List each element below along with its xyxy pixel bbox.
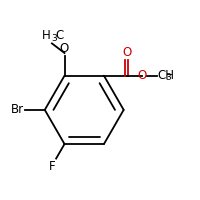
Text: O: O xyxy=(60,42,69,55)
Text: Br: Br xyxy=(11,103,24,116)
Text: O: O xyxy=(138,69,147,82)
Text: 3: 3 xyxy=(52,34,57,43)
Text: H: H xyxy=(42,29,51,42)
Text: F: F xyxy=(49,160,55,173)
Text: C: C xyxy=(55,29,64,42)
Text: CH: CH xyxy=(157,69,174,82)
Text: O: O xyxy=(122,46,131,59)
Text: 3: 3 xyxy=(165,73,171,82)
